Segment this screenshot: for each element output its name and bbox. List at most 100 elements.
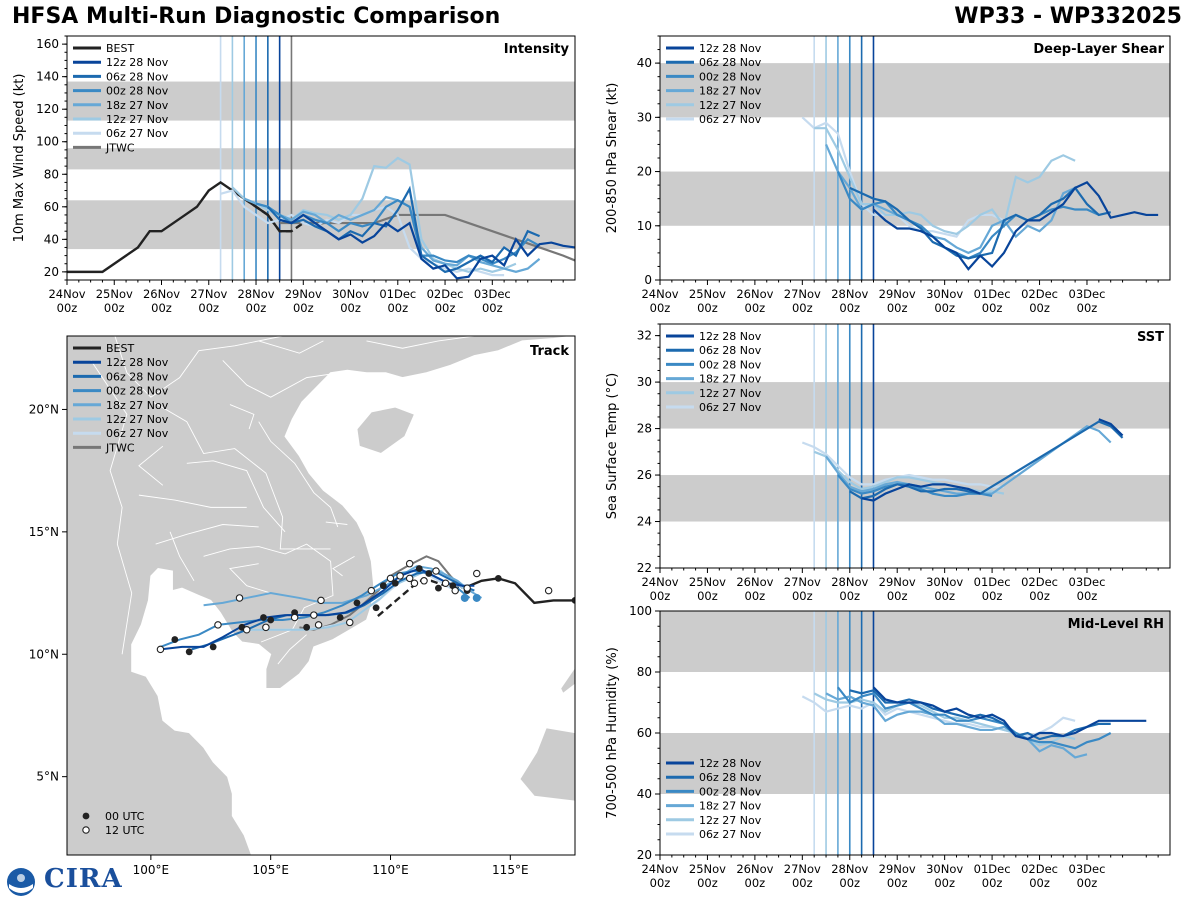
x-tick-label-hour: 00z <box>650 301 671 315</box>
legend-label: 12z 28 Nov <box>699 42 762 55</box>
track-marker-12utc <box>405 559 414 568</box>
track-marker-12utc <box>386 574 395 583</box>
logo-text: CIRA <box>44 864 123 894</box>
lon-tick-label: 100°E <box>133 863 170 877</box>
legend-label: 06z 28 Nov <box>699 344 762 357</box>
track-marker-12utc <box>310 611 318 619</box>
x-tick-label-hour: 00z <box>1077 589 1098 603</box>
track-marker-12utc <box>290 613 299 622</box>
noaa-logo-icon <box>7 868 35 896</box>
border-line <box>258 421 339 528</box>
legend-label: 12z 27 Nov <box>699 814 762 827</box>
track-marker-12utc <box>314 621 323 629</box>
y-tick-label: 60 <box>44 200 59 214</box>
x-tick-label-hour: 00z <box>293 301 314 315</box>
series-line-12z 28 Nov <box>279 213 575 280</box>
track-marker-00utc <box>267 616 275 624</box>
legend-label: 06z 28 Nov <box>699 771 762 784</box>
x-tick-label: 30Nov <box>332 287 369 301</box>
chart-track: 100°E 105°E 110°E 115°E 5°N 10°N 15°N 20°N Track… <box>29 335 576 877</box>
x-tick-label: 02Dec <box>427 287 464 301</box>
y-tick-label: 160 <box>36 37 59 51</box>
hainan-island <box>356 406 416 455</box>
series-group <box>801 418 1124 502</box>
panel-title: Track <box>530 344 569 359</box>
series-line-06z 27 Nov <box>801 441 1004 488</box>
panel-title: Deep-Layer Shear <box>1033 42 1164 57</box>
y-axis-label: 200-850 hPa Shear (kt) <box>605 83 620 234</box>
x-tick-label-hour: 00z <box>839 301 860 315</box>
track-marker-12utc <box>317 596 325 605</box>
lat-tick-label: 5°N <box>36 770 59 784</box>
series-line-12z 27 Nov <box>814 127 1076 236</box>
legend-label: BEST <box>106 342 134 355</box>
lat-tick-label: 20°N <box>29 402 59 416</box>
legend-label: 18z 27 Nov <box>106 399 169 412</box>
track-marker-00utc <box>260 614 267 621</box>
legend-label: 00z 28 Nov <box>106 385 169 398</box>
x-tick-label-hour: 00z <box>982 589 1003 603</box>
chart-rh: 24Nov00z25Nov00z26Nov00z27Nov00z28Nov00z… <box>605 604 1171 890</box>
border-line <box>366 336 475 349</box>
threshold-band <box>660 63 1170 118</box>
border-line <box>155 524 259 545</box>
series-line-18z 27 Nov <box>825 692 1088 759</box>
series-line-12z 28 Nov <box>1098 418 1124 437</box>
track-marker-12utc <box>432 567 440 575</box>
legend-label: 12z 27 Nov <box>106 113 169 126</box>
track-marker-00utc <box>372 604 380 612</box>
x-tick-label: 29Nov <box>879 575 916 589</box>
x-tick-label: 30Nov <box>926 287 963 301</box>
marker-legend-12utc <box>82 826 90 834</box>
y-tick-label: 80 <box>44 167 59 181</box>
y-tick-label: 0 <box>644 273 652 287</box>
y-tick-label: 100 <box>629 604 652 618</box>
x-tick-label-hour: 00z <box>934 876 955 890</box>
legend-label: 06z 28 Nov <box>699 56 762 69</box>
legend-label: 06z 27 Nov <box>699 113 762 126</box>
border-line <box>229 563 271 594</box>
series-line-18z 27 Nov <box>825 425 1112 495</box>
track-line-BEST <box>469 577 575 605</box>
x-tick-label: 03Dec <box>474 287 511 301</box>
border-line <box>186 460 286 533</box>
x-tick-label: 01Dec <box>974 862 1011 876</box>
plot-frame <box>66 335 576 856</box>
series-group <box>801 116 1159 271</box>
y-tick-label: 140 <box>36 70 59 84</box>
track-marker-forecast <box>460 593 469 602</box>
x-tick-label-hour: 00z <box>1029 589 1050 603</box>
x-tick-label: 28Nov <box>831 287 868 301</box>
lon-tick-label: 110°E <box>372 863 409 877</box>
x-tick-label: 24Nov <box>641 287 678 301</box>
series-line-06z 28 Nov <box>849 689 1111 741</box>
legend-label: 12z 27 Nov <box>699 99 762 112</box>
x-tick-label-hour: 00z <box>435 301 456 315</box>
mainland-landmass <box>67 336 575 855</box>
x-tick-label-hour: 00z <box>1029 876 1050 890</box>
x-tick-label-hour: 00z <box>745 876 766 890</box>
x-tick-label: 30Nov <box>926 575 963 589</box>
track-marker-00utc <box>494 574 502 582</box>
border-line <box>169 531 195 582</box>
x-tick-label: 24Nov <box>641 575 678 589</box>
series-line-06z 28 Nov <box>849 420 1124 500</box>
legend-label: 00z 28 Nov <box>699 70 762 83</box>
x-tick-label-hour: 00z <box>839 876 860 890</box>
track-marker-12utc <box>405 574 414 583</box>
series-group <box>801 686 1147 759</box>
series-line-18z 27 Nov <box>243 195 541 274</box>
legend-label: 12z 27 Nov <box>699 387 762 400</box>
legend-label: 00z 28 Nov <box>699 785 762 798</box>
track-marker-00utc <box>571 596 575 604</box>
track-marker-00utc <box>379 582 387 590</box>
y-tick-label: 20 <box>637 848 652 862</box>
track-marker-00utc <box>391 579 399 587</box>
track-marker-00utc <box>303 623 311 631</box>
x-tick-label: 25Nov <box>689 862 726 876</box>
y-tick-label: 40 <box>637 787 652 801</box>
x-tick-label: 01Dec <box>379 287 416 301</box>
track-marker-00utc <box>209 643 217 651</box>
x-tick-label: 26Nov <box>736 862 773 876</box>
lon-tick-label: 105°E <box>252 863 289 877</box>
